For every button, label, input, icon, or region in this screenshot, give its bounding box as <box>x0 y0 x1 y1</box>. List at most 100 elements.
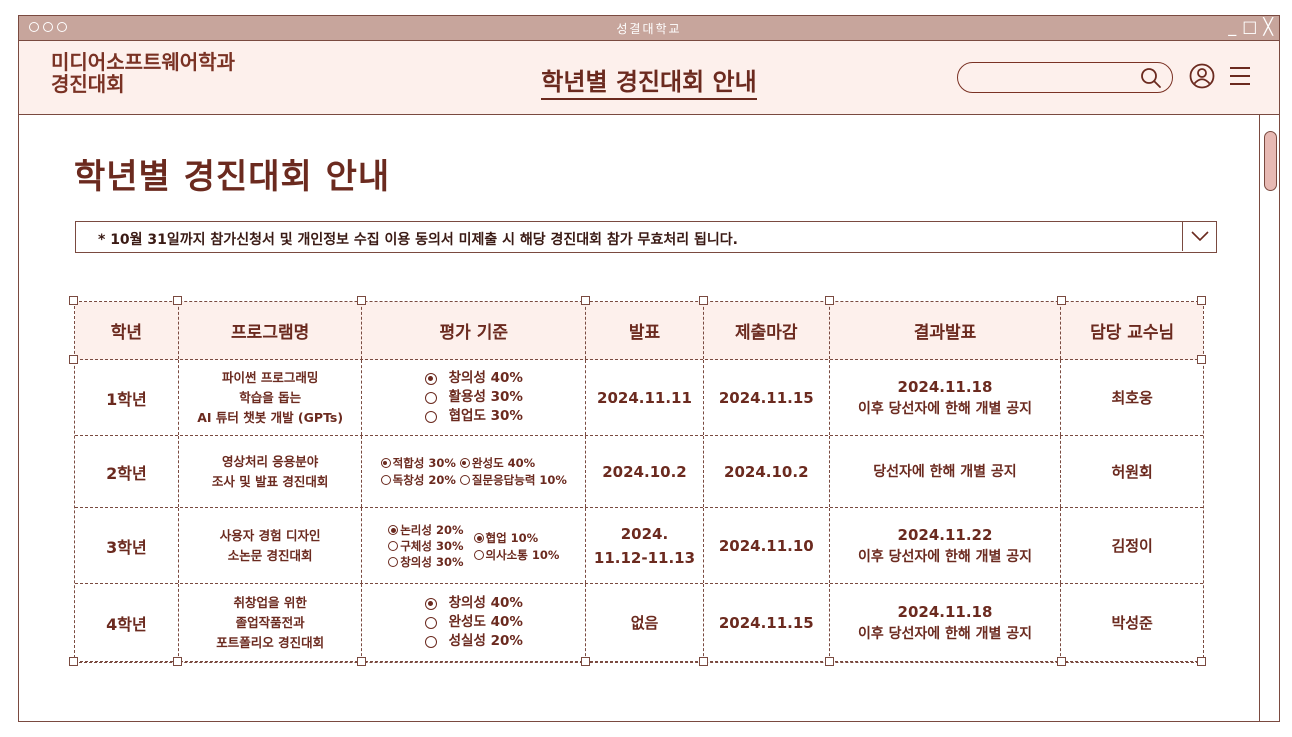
vertical-scrollbar[interactable] <box>1259 115 1279 721</box>
presentation-line: 2024. <box>620 524 669 543</box>
row-program: 영상처리 응용분야 조사 및 발표 경진대회 <box>179 436 363 507</box>
close-icon[interactable]: ╳ <box>1263 17 1273 36</box>
criteria-option[interactable]: 구체성 30% <box>388 538 464 554</box>
criteria-label: 협업도 30% <box>448 408 523 424</box>
radio-selected-icon <box>388 524 399 535</box>
row-professor: 허원회 <box>1111 463 1153 481</box>
resize-handle[interactable] <box>699 657 708 666</box>
row-deadline: 2024.11.10 <box>704 508 830 583</box>
header-deadline: 제출마감 <box>704 302 830 359</box>
row-criteria: 적합성 30% 완성도 40% 독창성 20% 질문응답능력 10% <box>362 436 587 507</box>
window-dot-close[interactable] <box>29 22 39 32</box>
window-dot-maximize[interactable] <box>57 22 67 32</box>
resize-handle[interactable] <box>1197 657 1206 666</box>
table-row: 3학년 사용자 경험 디자인 소논문 경진대회 논리성 20% 협업 10% 구… <box>75 508 1203 584</box>
result-date: 2024.11.18 <box>897 602 993 621</box>
radio-icon <box>459 475 470 485</box>
criteria-label: 협업 10% <box>485 530 539 545</box>
resize-handle[interactable] <box>1057 657 1066 666</box>
resize-handle[interactable] <box>173 657 182 666</box>
site-brand[interactable]: 미디어소프트웨어학과 경진대회 <box>51 51 235 95</box>
resize-handle[interactable] <box>699 296 708 305</box>
window-controls: _ □ ╳ <box>1228 17 1273 37</box>
result-date: 2024.11.22 <box>897 525 993 544</box>
criteria-option[interactable]: 창의성 30% <box>388 554 464 570</box>
criteria-option[interactable]: 협업도 30% <box>424 407 523 426</box>
search-icon[interactable] <box>1140 67 1162 89</box>
menu-icon[interactable] <box>1228 65 1252 87</box>
resize-handle[interactable] <box>69 296 78 305</box>
row-grade: 3학년 <box>75 508 179 583</box>
criteria-option[interactable]: 질문응답능력 10% <box>459 472 567 489</box>
row-professor: 박성준 <box>1111 614 1153 632</box>
resize-handle[interactable] <box>1197 355 1206 364</box>
table-row: 2학년 영상처리 응용분야 조사 및 발표 경진대회 적합성 30% 완성도 4… <box>75 436 1203 508</box>
criteria-label: 적합성 30% <box>392 455 456 470</box>
resize-handle[interactable] <box>825 657 834 666</box>
criteria-option[interactable]: 창의성 40% <box>424 369 523 388</box>
resize-handle[interactable] <box>581 657 590 666</box>
radio-icon <box>388 556 399 567</box>
criteria-option[interactable]: 논리성 20% <box>388 522 464 538</box>
search-input[interactable] <box>957 62 1173 93</box>
program-line: 사용자 경험 디자인 <box>219 527 321 543</box>
criteria-label: 의사소통 10% <box>485 547 560 562</box>
program-line: 영상처리 응용분야 <box>221 453 319 469</box>
row-result: 2024.11.18 이후 당선자에 한해 개별 공지 <box>830 584 1062 661</box>
radio-selected-icon <box>380 458 391 468</box>
window-dot-minimize[interactable] <box>43 22 53 32</box>
criteria-label: 창의성 30% <box>400 554 464 569</box>
radio-selected-icon <box>473 532 484 543</box>
header-result: 결과발표 <box>830 302 1062 359</box>
criteria-label: 활용성 30% <box>448 389 523 405</box>
header-program: 프로그램명 <box>179 302 363 359</box>
row-presentation: 2024.10.2 <box>586 436 704 507</box>
row-program: 파이썬 프로그래밍 학습을 돕는 AI 튜터 챗봇 개발 (GPTs) <box>179 360 363 435</box>
program-line: 포트폴리오 경진대회 <box>216 634 325 650</box>
row-criteria: 논리성 20% 협업 10% 구체성 30% 창의성 30% 의사소통 10% <box>362 508 587 583</box>
radio-icon <box>424 616 437 629</box>
criteria-label: 구체성 30% <box>400 538 464 553</box>
criteria-option[interactable]: 활용성 30% <box>424 388 523 407</box>
criteria-label: 독창성 20% <box>392 472 456 487</box>
criteria-option[interactable]: 완성도 40% <box>459 455 535 472</box>
criteria-option[interactable]: 협업 10% <box>473 530 560 546</box>
resize-handle[interactable] <box>173 296 182 305</box>
criteria-label: 질문응답능력 10% <box>471 472 567 487</box>
brand-line-1: 미디어소프트웨어학과 <box>51 50 235 74</box>
resize-handle[interactable] <box>1057 296 1066 305</box>
nav-title-link[interactable]: 학년별 경진대회 안내 <box>541 68 757 100</box>
resize-handle[interactable] <box>69 355 78 364</box>
program-line: 학습을 돕는 <box>239 389 302 405</box>
notice-text: * 10월 31일까지 참가신청서 및 개인정보 수집 이용 동의서 미제출 시… <box>98 232 738 248</box>
criteria-option[interactable]: 창의성 40% <box>424 594 523 613</box>
user-icon[interactable] <box>1189 63 1215 89</box>
page-title: 학년별 경진대회 안내 <box>74 157 391 197</box>
criteria-option[interactable]: 적합성 30% <box>380 455 456 472</box>
resize-handle[interactable] <box>1197 296 1206 305</box>
minimize-icon[interactable]: _ <box>1228 17 1237 36</box>
maximize-icon[interactable]: □ <box>1242 17 1258 36</box>
radio-icon <box>380 475 391 485</box>
resize-handle[interactable] <box>357 657 366 666</box>
resize-handle[interactable] <box>69 657 78 666</box>
notice-expand-button[interactable] <box>1182 222 1216 251</box>
radio-icon <box>473 549 484 560</box>
row-deadline: 2024.11.15 <box>704 584 830 661</box>
row-result: 2024.11.22 이후 당선자에 한해 개별 공지 <box>830 508 1062 583</box>
nav-title: 학년별 경진대회 안내 <box>19 62 1279 100</box>
presentation-line: 11.12-11.13 <box>593 548 696 567</box>
criteria-option[interactable]: 성실성 20% <box>424 632 523 651</box>
criteria-option[interactable]: 독창성 20% <box>380 472 456 489</box>
scroll-thumb[interactable] <box>1264 131 1277 191</box>
notice-dropdown[interactable]: * 10월 31일까지 참가신청서 및 개인정보 수집 이용 동의서 미제출 시… <box>75 221 1217 253</box>
resize-handle[interactable] <box>825 296 834 305</box>
program-line: 조사 및 발표 경진대회 <box>211 473 329 489</box>
table-row: 1학년 파이썬 프로그래밍 학습을 돕는 AI 튜터 챗봇 개발 (GPTs) … <box>75 360 1203 436</box>
criteria-option[interactable]: 완성도 40% <box>424 613 523 632</box>
row-deadline: 2024.11.15 <box>704 360 830 435</box>
criteria-option[interactable]: 의사소통 10% <box>473 547 560 563</box>
resize-handle[interactable] <box>357 296 366 305</box>
header-presentation: 발표 <box>586 302 704 359</box>
resize-handle[interactable] <box>581 296 590 305</box>
